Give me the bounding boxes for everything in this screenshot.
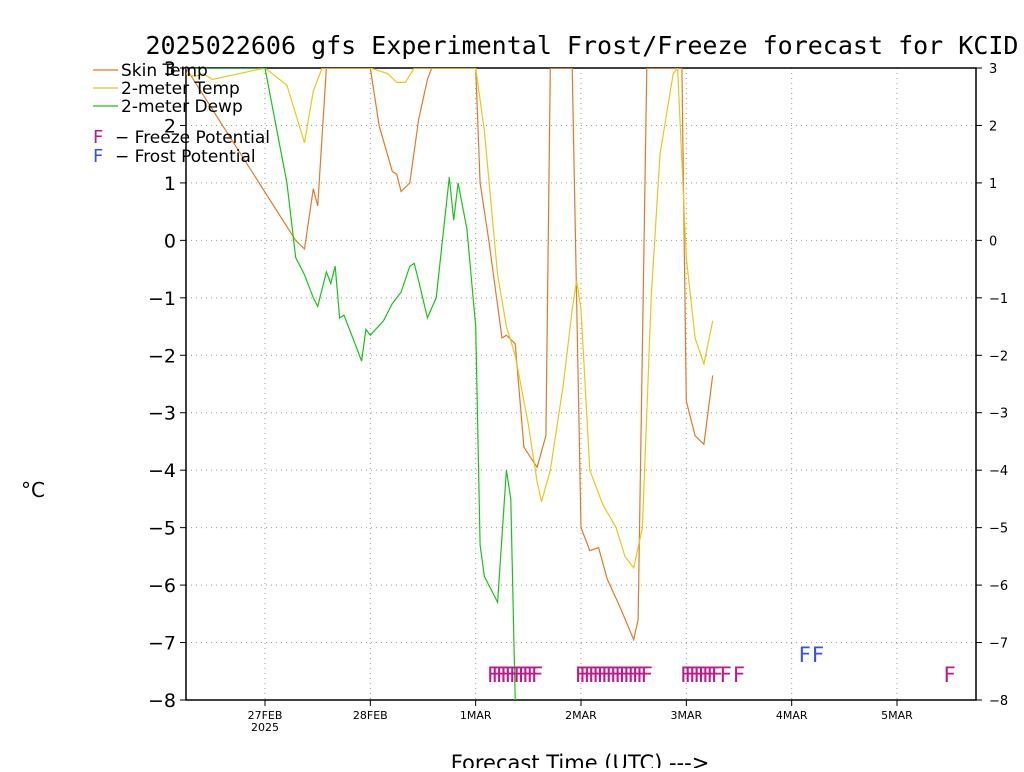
- frost-potential-marker: F: [812, 643, 824, 667]
- freeze-potential-marker: F: [505, 663, 517, 687]
- y-tick-label: −5: [148, 518, 176, 540]
- gridlines: [186, 68, 976, 700]
- x-tick-label: 4MAR: [776, 709, 808, 722]
- y-tick-label-right: −4: [989, 464, 1008, 479]
- y-axis-label: °C: [21, 478, 45, 502]
- freeze-potential-marker: F: [509, 663, 521, 687]
- freeze-potential-marker: F: [601, 663, 613, 687]
- freeze-potential-marker: F: [944, 663, 956, 687]
- freeze-potential-marker: F: [689, 663, 701, 687]
- freeze-potential-marker: F: [500, 663, 512, 687]
- y-tick-label: 2: [164, 115, 176, 137]
- x-tick-label: 1MAR: [460, 709, 492, 722]
- freeze-potential-marker: F: [623, 663, 635, 687]
- legend-label: 2-meter Dewp: [121, 97, 243, 117]
- legend-label: − Freeze Potential: [115, 128, 270, 148]
- y-tick-label-right: −5: [989, 522, 1008, 537]
- y-tick-label: 1: [164, 173, 176, 195]
- x-tick-label: 5MAR: [881, 709, 913, 722]
- y-tick-label-right: −6: [989, 579, 1008, 594]
- x-tick-label: 3MAR: [670, 709, 702, 722]
- freeze-potential-marker: F: [614, 663, 626, 687]
- legend-symbol: F: [93, 127, 103, 148]
- freeze-potential-marker: F: [597, 663, 609, 687]
- freeze-potential-marker: F: [584, 663, 596, 687]
- y-tick-label-right: −7: [989, 637, 1008, 652]
- freeze-potential-marker: F: [702, 663, 714, 687]
- y-tick-label: −6: [148, 575, 176, 597]
- freeze-potential-marker: F: [632, 663, 644, 687]
- x-tick-label: 27FEB: [248, 709, 283, 722]
- freeze-potential-marker: F: [606, 663, 618, 687]
- y-tick-label-right: 2: [989, 119, 997, 134]
- y-tick-label-right: 3: [989, 62, 997, 77]
- y-tick-label-right: −8: [989, 694, 1008, 709]
- y-tick-label: 3: [164, 58, 176, 80]
- series-line-skin-temp: [186, 68, 714, 642]
- freeze-potential-marker: F: [487, 663, 499, 687]
- legend-label: 2-meter Temp: [121, 79, 240, 99]
- freeze-potential-marker: F: [628, 663, 640, 687]
- freeze-potential-marker: F: [636, 663, 648, 687]
- y-tick-label: −2: [148, 345, 176, 367]
- y-tick-label: 0: [164, 230, 176, 252]
- y-tick-label-right: 0: [989, 234, 997, 249]
- freeze-potential-marker: F: [720, 663, 732, 687]
- freeze-potential-marker: F: [522, 663, 534, 687]
- axes: 3 3 2 2 1 1 0 0 −1 −1 −2 −2 −3 −3 −4 −4 −5 −5 −6 −6 −7 −7 −8 −8…: [148, 58, 1008, 734]
- freeze-potential-marker: F: [588, 663, 600, 687]
- x-axis-label: Forecast Time (UTC) --->: [451, 751, 710, 768]
- x-tick-label: 28FEB: [353, 709, 388, 722]
- freeze-potential-marker: F: [680, 663, 692, 687]
- freeze-potential-marker: F: [733, 663, 745, 687]
- series-lines: [186, 68, 714, 700]
- series-line-2-meter-temp: [186, 68, 714, 570]
- freeze-potential-marker: F: [514, 663, 526, 687]
- x-tick-sublabel: 2025: [251, 721, 279, 734]
- y-tick-label-right: 1: [989, 177, 997, 192]
- y-tick-label: −8: [148, 690, 176, 712]
- freeze-potential-marker: F: [527, 663, 539, 687]
- freeze-potential-marker: F: [685, 663, 697, 687]
- freeze-potential-marker: F: [531, 663, 543, 687]
- freeze-potential-marker: F: [579, 663, 591, 687]
- legend-label: − Frost Potential: [115, 147, 256, 167]
- freeze-potential-marker: F: [711, 663, 723, 687]
- series-line-2-meter-dewp: [186, 68, 516, 700]
- legend-label: Skin Temp: [121, 61, 208, 81]
- chart-title: 2025022606 gfs Experimental Frost/Freeze…: [146, 31, 1019, 60]
- frost-potential-marker: F: [799, 643, 811, 667]
- freeze-potential-marker: F: [707, 663, 719, 687]
- plot-frame: [185, 67, 977, 701]
- freeze-potential-marker: F: [693, 663, 705, 687]
- legend-symbol: F: [93, 146, 103, 167]
- freeze-potential-marker: F: [496, 663, 508, 687]
- freeze-potential-marker: F: [698, 663, 710, 687]
- x-tick-label: 2MAR: [565, 709, 597, 722]
- y-tick-label-right: −3: [989, 407, 1008, 422]
- freeze-potential-marker: F: [593, 663, 605, 687]
- freeze-potential-marker: F: [641, 663, 653, 687]
- freeze-potential-marker: F: [610, 663, 622, 687]
- y-tick-label: −3: [148, 403, 176, 425]
- freeze-potential-marker: F: [619, 663, 631, 687]
- y-tick-label-right: −1: [989, 292, 1008, 307]
- y-tick-label: −4: [148, 460, 176, 482]
- freeze-potential-marker: F: [518, 663, 530, 687]
- y-tick-label: −1: [148, 288, 176, 310]
- y-tick-label: −7: [148, 633, 176, 655]
- freeze-potential-marker: F: [575, 663, 587, 687]
- freeze-potential-marker: F: [492, 663, 504, 687]
- y-tick-label-right: −2: [989, 349, 1008, 364]
